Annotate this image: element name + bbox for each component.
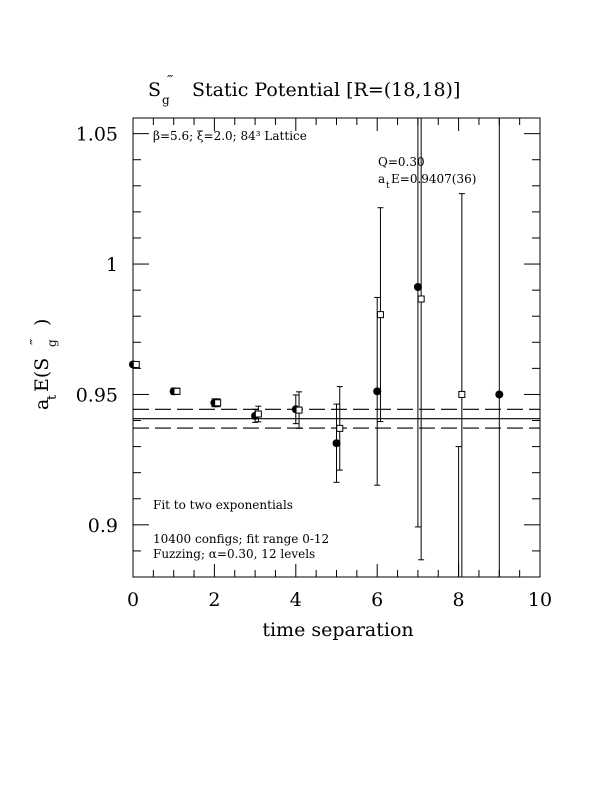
ylabel-prefix-sub: t	[45, 394, 60, 400]
data-point-square	[417, 295, 425, 303]
ylabel-sub: g	[45, 339, 59, 347]
fuzzing-line: Fuzzing; α=0.30, 12 levels	[153, 547, 315, 561]
data-point-square	[132, 360, 140, 368]
title-symbol-sup: ‴	[167, 73, 173, 87]
x-tick-label: 8	[453, 589, 465, 611]
x-axis-title: time separation	[262, 619, 413, 641]
y-tick-label: 0.9	[88, 515, 118, 537]
ylabel-prefix: a	[31, 399, 53, 410]
title-symbol: S	[148, 79, 161, 101]
chart-title: S ‴ g Static Potential [R=(18,18)]	[148, 73, 460, 107]
fit-energy-sub: t	[386, 181, 390, 191]
configs-line: 10400 configs; fit range 0-12	[153, 532, 329, 546]
fit-energy-rest: E=0.9407(36)	[391, 172, 476, 186]
data-point-circle	[413, 282, 422, 291]
ylabel-sup: ‴	[28, 339, 42, 345]
y-tick-label: 0.95	[76, 384, 118, 406]
data-point-square	[254, 410, 262, 418]
fit-energy-label: a t E=0.9407(36)	[378, 172, 476, 191]
data-point-square	[214, 399, 222, 407]
x-tick-label: 10	[528, 589, 552, 611]
data-point-square	[458, 390, 466, 398]
data-point-square	[295, 406, 303, 414]
data-point-square	[376, 311, 384, 319]
y-axis-title: a t E(S ‴ g )	[28, 319, 60, 410]
fit-description: Fit to two exponentials	[153, 498, 293, 512]
x-tick-label: 0	[127, 589, 139, 611]
lattice-info: β=5.6; ξ=2.0; 84³ Lattice	[153, 129, 307, 143]
title-symbol-sub: g	[162, 93, 170, 107]
plot-area: 0 2 4 6 8 10 0.9 0.95 1 1.05	[76, 117, 552, 611]
fit-energy-prefix: a	[378, 172, 385, 186]
data-point-circle	[332, 439, 341, 448]
y-tick-label: 1	[106, 254, 118, 276]
data-point-square	[336, 424, 344, 432]
ylabel-suffix: )	[31, 319, 53, 326]
x-tick-label: 6	[371, 589, 383, 611]
x-tick-label: 2	[208, 589, 220, 611]
fit-q-label: Q=0.30	[378, 155, 425, 169]
x-tick-label: 4	[290, 589, 302, 611]
y-tick-label: 1.05	[76, 124, 118, 146]
title-text: Static Potential [R=(18,18)]	[192, 79, 460, 101]
data-point-circle	[495, 390, 504, 399]
ylabel-body: E(S	[31, 358, 53, 392]
data-point-circle	[373, 387, 382, 396]
data-point-square	[173, 387, 181, 395]
